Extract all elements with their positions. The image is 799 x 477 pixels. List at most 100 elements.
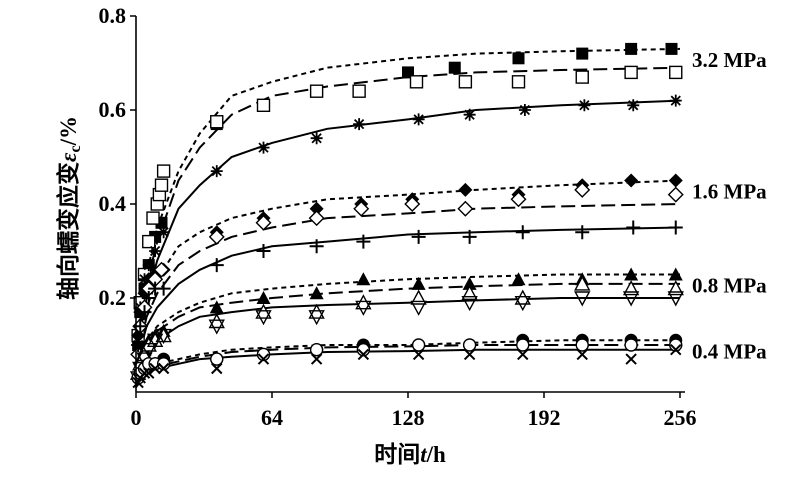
marker-open-diamond <box>153 261 170 278</box>
marker-x-cross <box>625 353 637 365</box>
marker-open-down-triangle <box>667 291 684 307</box>
marker-open-triangle <box>208 313 225 329</box>
fit-lines <box>135 47 681 388</box>
marker-x-cross <box>310 353 323 365</box>
marker-x-cross <box>138 367 151 379</box>
marker-filled-square <box>576 47 589 60</box>
data-markers <box>129 42 684 389</box>
y-axis-title-unit: /% <box>56 116 81 146</box>
marker-open-triangle <box>574 275 591 291</box>
x-tick-label: 192 <box>528 405 561 430</box>
marker-x-cross <box>576 348 588 361</box>
marker-open-down-triangle <box>208 319 225 335</box>
marker-open-circle <box>411 338 426 352</box>
x-tick-label: 64 <box>261 405 283 430</box>
marker-x-cross <box>670 343 682 356</box>
marker-open-circle <box>462 338 477 352</box>
marker-plus <box>156 281 171 296</box>
marker-open-diamond <box>667 186 684 203</box>
x-axis-title: 时间t/h <box>374 442 446 467</box>
marker-open-down-triangle <box>574 291 591 307</box>
marker-open-square <box>458 75 473 89</box>
marker-open-triangle <box>308 303 325 319</box>
marker-open-square <box>146 211 160 225</box>
marker-open-square <box>256 98 271 113</box>
group-labels: 3.2 MPa 1.6 MPa 0.8 MPa 0.4 MPa <box>692 48 767 363</box>
marker-open-triangle <box>355 294 372 310</box>
x-axis-title-unit: /h <box>426 442 446 467</box>
marker-open-square <box>309 84 324 98</box>
marker-filled-triangle <box>411 276 426 290</box>
marker-filled-triangle <box>209 300 224 314</box>
y-axis-title-text: 轴向蠕变应变 <box>55 162 81 300</box>
marker-filled-square <box>665 42 678 55</box>
x-tick-label: 0 <box>131 405 142 430</box>
marker-open-diamond <box>255 214 272 231</box>
y-tick-label: 0.2 <box>99 285 127 310</box>
marker-asterisk <box>463 108 476 121</box>
marker-plus <box>256 244 271 258</box>
marker-open-circle <box>575 338 589 352</box>
marker-asterisk <box>518 104 531 116</box>
marker-filled-triangle <box>356 272 371 286</box>
marker-plus <box>141 291 156 305</box>
marker-filled-triangle <box>511 272 526 286</box>
x-tick-label: 256 <box>664 405 697 430</box>
marker-open-diamond <box>353 200 370 217</box>
marker-open-square <box>669 65 683 80</box>
marker-asterisk <box>669 94 682 107</box>
marker-filled-diamond <box>624 173 639 188</box>
marker-open-square <box>511 75 526 89</box>
marker-plus <box>515 225 530 240</box>
marker-open-square <box>624 65 638 80</box>
marker-x-cross <box>412 348 425 361</box>
marker-open-circle <box>210 352 224 366</box>
marker-filled-square <box>625 42 638 55</box>
marker-open-down-triangle <box>140 343 157 359</box>
marker-open-down-triangle <box>514 296 531 312</box>
marker-asterisk <box>257 141 270 154</box>
marker-asterisk <box>578 99 591 112</box>
x-axis-title-var: t <box>420 442 427 467</box>
marker-open-circle <box>309 343 324 357</box>
marker-x-cross <box>143 367 155 379</box>
y-tick-label: 0.4 <box>99 191 127 216</box>
marker-open-down-triangle <box>410 300 427 316</box>
marker-filled-diamond <box>309 201 324 216</box>
marker-open-down-triangle <box>622 291 640 307</box>
marker-x-cross <box>357 348 370 361</box>
y-axis-title-sub: c <box>67 145 84 152</box>
marker-x-cross <box>211 362 223 375</box>
marker-plus <box>137 305 152 320</box>
marker-plus <box>575 225 590 240</box>
marker-filled-triangle <box>256 291 271 304</box>
marker-asterisk <box>353 118 366 131</box>
marker-open-diamond <box>308 210 325 227</box>
marker-open-diamond <box>208 228 225 245</box>
marker-filled-triangle <box>309 286 324 300</box>
marker-open-triangle <box>255 303 272 319</box>
marker-plus <box>309 239 324 254</box>
marker-plus <box>356 234 371 249</box>
marker-plus <box>668 220 683 235</box>
marker-asterisk <box>627 99 640 112</box>
marker-asterisk <box>149 245 162 257</box>
marker-open-square <box>409 75 424 89</box>
marker-open-diamond <box>404 196 421 212</box>
marker-plus <box>209 258 224 273</box>
x-axis-title-text: 时间 <box>374 442 420 467</box>
fit-line-long-dash <box>135 203 681 383</box>
marker-open-triangle <box>514 289 531 305</box>
marker-open-diamond <box>510 191 527 208</box>
marker-open-circle <box>516 338 530 352</box>
marker-open-square <box>154 178 169 192</box>
fit-line-long-dash <box>135 282 680 388</box>
marker-x-cross <box>463 348 476 361</box>
marker-filled-diamond <box>668 173 683 188</box>
marker-open-square <box>156 164 171 178</box>
marker-plus <box>411 229 426 244</box>
marker-open-down-triangle <box>355 300 372 316</box>
marker-asterisk <box>157 226 170 239</box>
y-tick-label: 0.6 <box>99 97 127 122</box>
